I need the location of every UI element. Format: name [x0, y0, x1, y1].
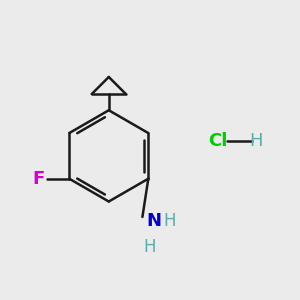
- Text: F: F: [33, 170, 45, 188]
- Text: H: H: [163, 212, 175, 230]
- Text: N: N: [147, 212, 162, 230]
- Text: H: H: [143, 238, 155, 256]
- Text: Cl: Cl: [208, 132, 227, 150]
- Text: H: H: [249, 132, 263, 150]
